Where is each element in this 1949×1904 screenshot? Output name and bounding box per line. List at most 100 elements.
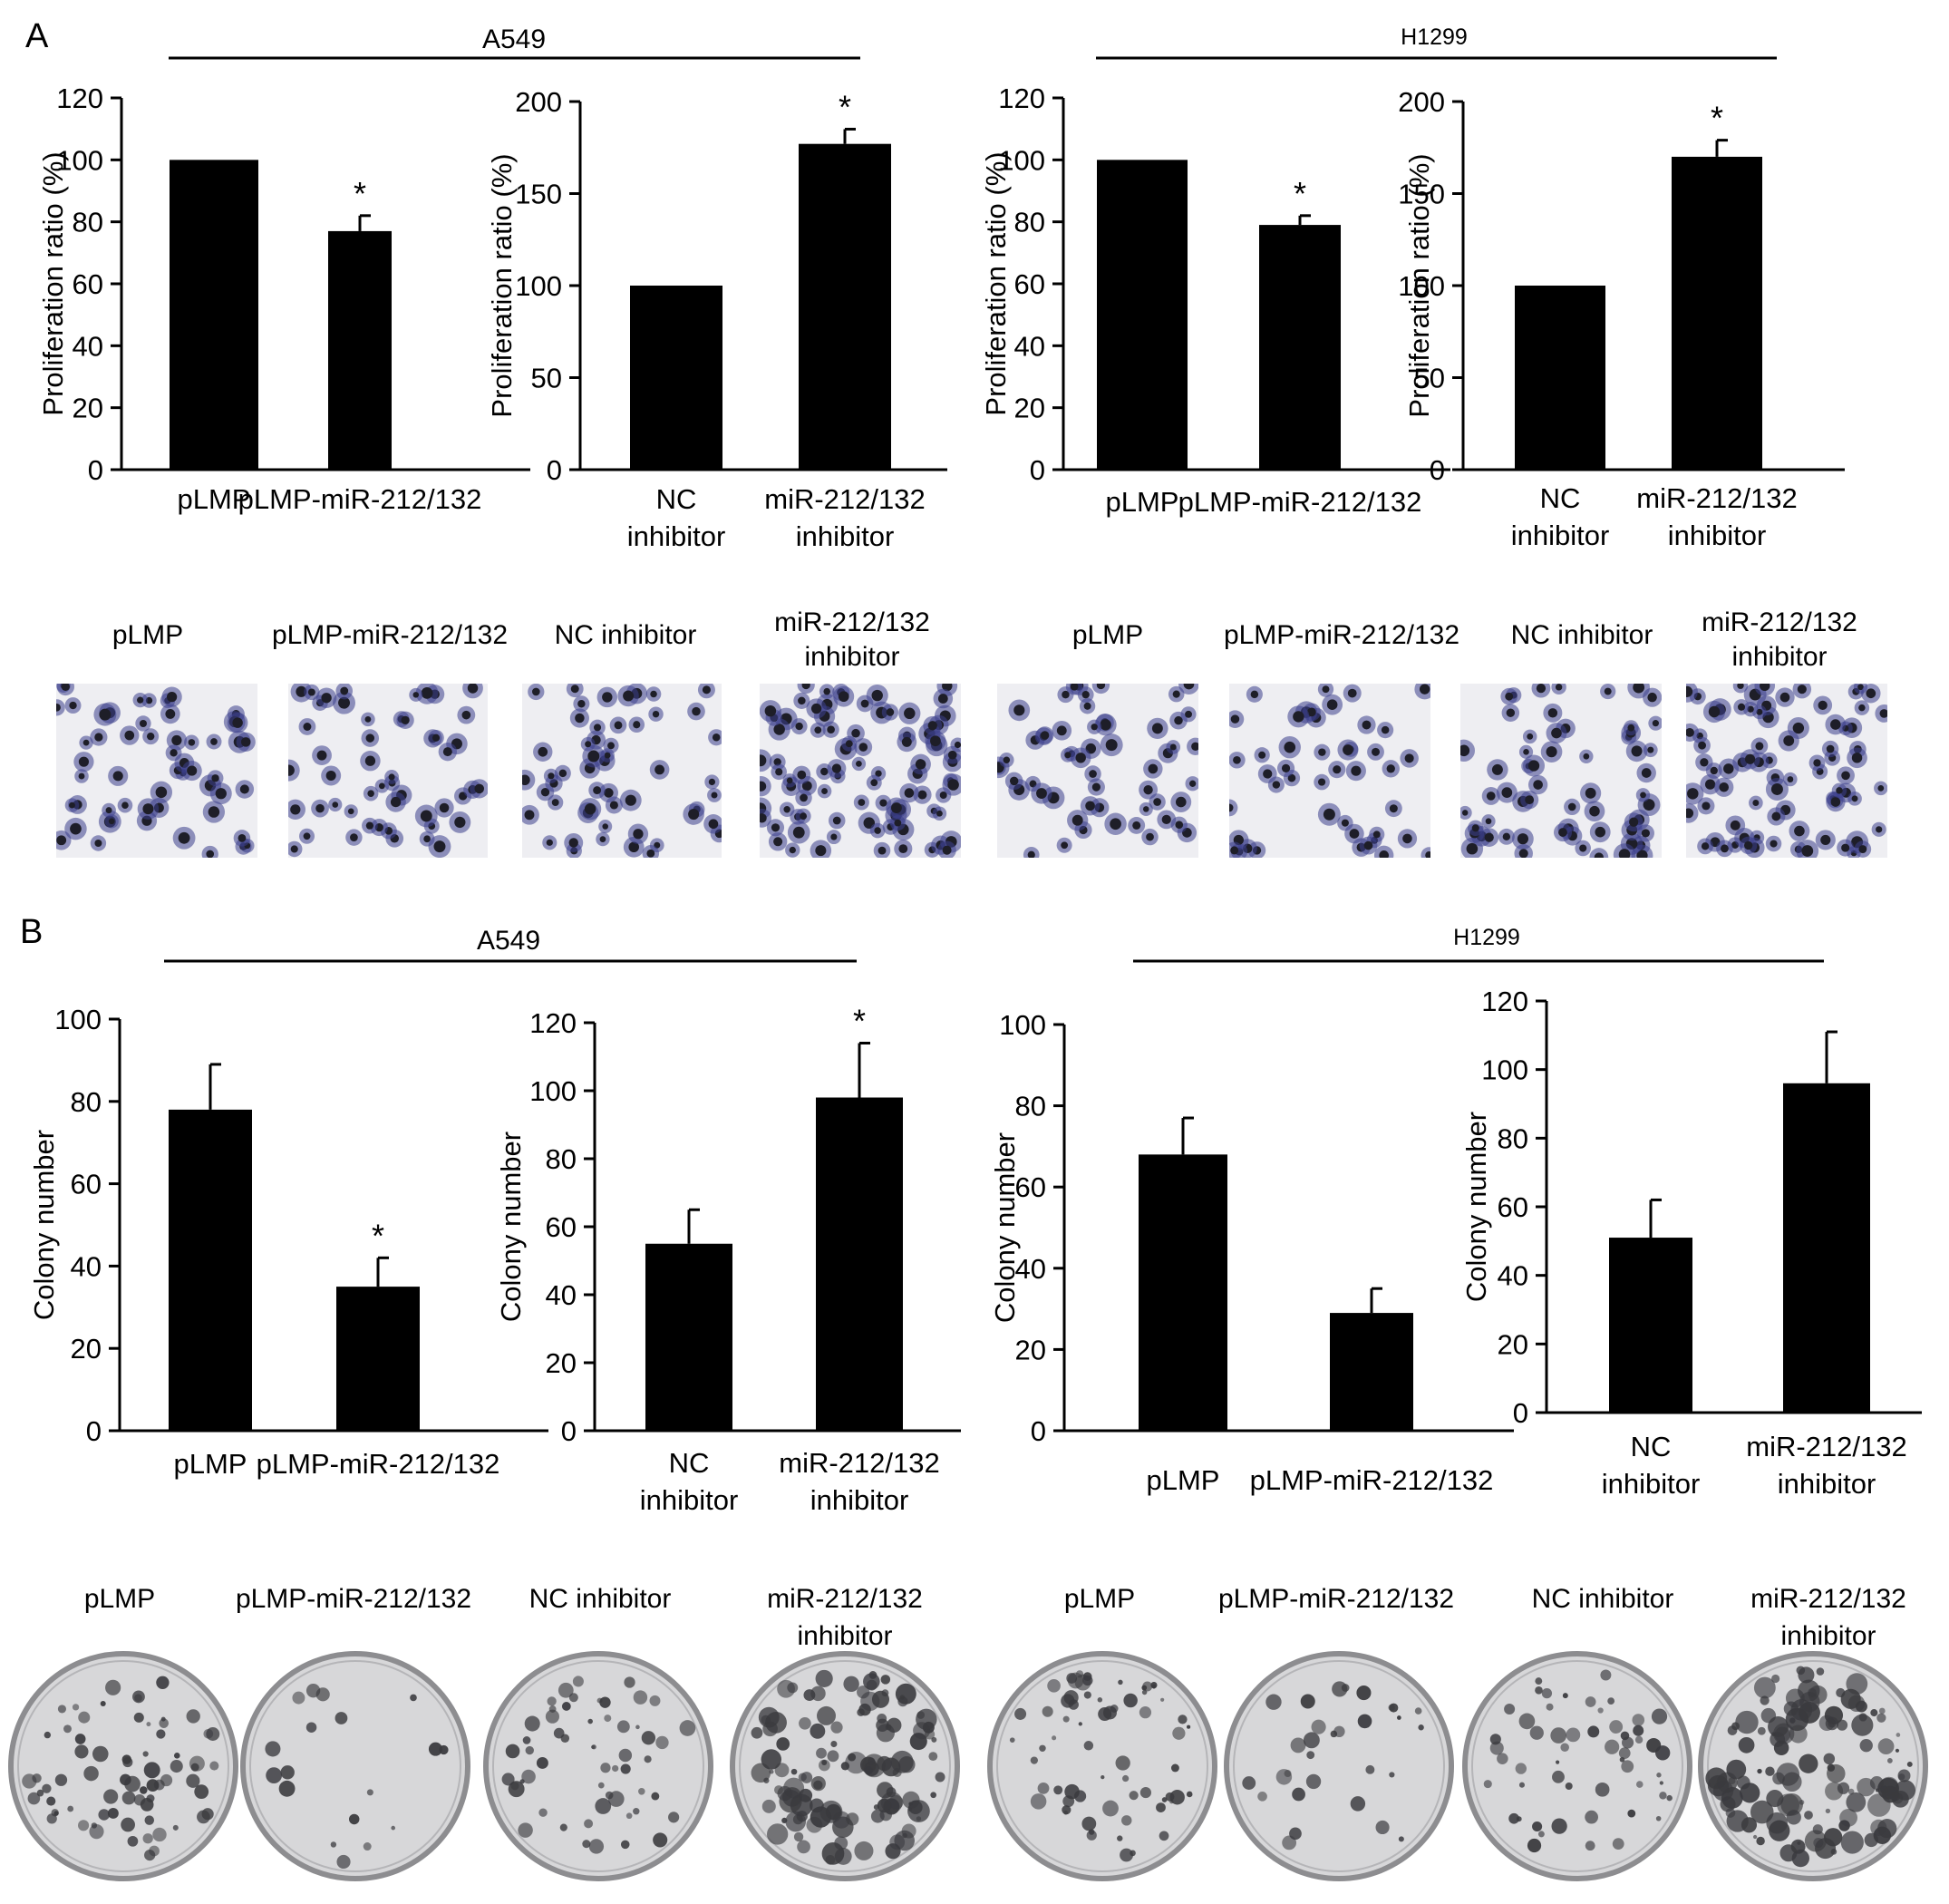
cell-nucleus <box>1501 787 1513 798</box>
cell-nucleus <box>801 781 812 792</box>
cell-nucleus <box>1640 792 1646 799</box>
cell-nucleus <box>1567 802 1576 811</box>
micrograph-caption: pLMP <box>112 620 183 650</box>
colony <box>1651 1708 1668 1724</box>
colony <box>170 1760 183 1773</box>
colony <box>518 1822 533 1838</box>
cell-nucleus <box>1172 690 1180 698</box>
y-tick-label: 100 <box>999 1009 1046 1041</box>
colony <box>1824 1828 1843 1847</box>
cell-nucleus <box>367 790 374 797</box>
cell-nucleus <box>1284 741 1296 753</box>
colony <box>54 1773 68 1786</box>
colony <box>1518 1782 1525 1788</box>
x-tick-label: inhibitor <box>640 1484 739 1516</box>
cell-nucleus <box>585 741 592 748</box>
bar <box>336 1287 420 1431</box>
colony <box>156 1676 170 1689</box>
dish-caption: inhibitor <box>797 1621 892 1651</box>
cell-nucleus <box>1506 708 1516 717</box>
colony <box>1766 1790 1784 1808</box>
colony <box>1535 1677 1543 1685</box>
cell-nucleus <box>1708 705 1721 718</box>
cell-nucleus <box>609 801 618 810</box>
colony <box>1122 1774 1130 1783</box>
colony <box>815 1669 833 1688</box>
cell-nucleus <box>1826 744 1835 753</box>
colony <box>1388 1704 1395 1711</box>
colony <box>266 1767 283 1784</box>
colony <box>790 1768 798 1775</box>
colony <box>1515 1763 1527 1774</box>
cell-nucleus <box>1485 818 1492 825</box>
colony <box>92 1745 109 1763</box>
cell-nucleus <box>1176 796 1187 808</box>
cell-nucleus <box>439 802 450 813</box>
cell-nucleus <box>652 710 660 718</box>
cell-nucleus <box>1787 776 1794 782</box>
micrograph-caption: pLMP <box>1072 620 1143 650</box>
cell-nucleus <box>771 823 781 832</box>
cell-nucleus <box>708 778 716 786</box>
colony <box>885 1843 901 1860</box>
cell-nucleus <box>208 806 220 818</box>
cell-nucleus <box>604 752 611 759</box>
colony-dish-2 <box>240 1651 470 1881</box>
cell-nucleus <box>121 801 129 809</box>
panel-letter-B: B <box>20 913 43 951</box>
colony <box>1047 1679 1061 1693</box>
colony <box>846 1812 859 1826</box>
cell-nucleus <box>623 690 635 702</box>
cell-nucleus <box>166 692 178 703</box>
colony <box>1838 1820 1850 1831</box>
cell-nucleus <box>108 818 115 825</box>
y-tick-label: 20 <box>546 1347 577 1379</box>
x-tick-label: inhibitor <box>810 1484 909 1516</box>
colony <box>1537 1831 1545 1838</box>
colony <box>1083 1741 1094 1751</box>
cell-nucleus <box>1851 753 1863 763</box>
cell-nucleus <box>1143 784 1153 795</box>
colony <box>305 1722 317 1733</box>
cell-nucleus <box>467 684 479 694</box>
x-tick-label: pLMP-miR-212/132 <box>1250 1464 1494 1496</box>
colony <box>897 1696 908 1707</box>
colony <box>522 1736 531 1744</box>
cell-nucleus <box>188 739 196 746</box>
colony <box>1516 1816 1522 1822</box>
cell-nucleus <box>1527 760 1540 772</box>
x-tick-label: pLMP <box>1106 486 1179 518</box>
colony <box>584 1819 594 1829</box>
cell-nucleus <box>1744 753 1756 764</box>
colony <box>1825 1716 1839 1731</box>
colony <box>1773 1740 1789 1756</box>
cell-nucleus <box>1230 714 1240 724</box>
cell-nucleus <box>942 845 952 855</box>
colony <box>545 1709 559 1724</box>
significance-mark: * <box>372 1217 384 1254</box>
colony <box>1585 1810 1598 1824</box>
cell-line-label: A549 <box>482 24 546 54</box>
cell-nucleus <box>239 784 249 794</box>
cell-nucleus <box>856 761 862 767</box>
cell-nucleus <box>1652 720 1659 727</box>
y-tick-label: 150 <box>515 179 562 210</box>
colony <box>1483 1780 1492 1789</box>
cell-nucleus <box>650 690 657 698</box>
x-tick-label: pLMP-miR-212/132 <box>1178 486 1422 518</box>
cell-nucleus <box>764 704 777 717</box>
cell-nucleus <box>1730 820 1741 831</box>
cell-nucleus <box>1755 742 1764 751</box>
cell-nucleus <box>1091 724 1098 731</box>
colony <box>616 1720 630 1734</box>
y-tick-label: 120 <box>1481 986 1528 1017</box>
cell-nucleus <box>551 799 559 807</box>
cell-nucleus <box>340 686 349 695</box>
colony <box>879 1808 892 1821</box>
y-tick-label: 100 <box>529 1075 577 1107</box>
colony <box>1587 1725 1600 1738</box>
cell-nucleus <box>1533 780 1543 790</box>
colony <box>538 1808 548 1817</box>
y-tick-label: 80 <box>73 207 103 238</box>
colony <box>78 1711 91 1724</box>
